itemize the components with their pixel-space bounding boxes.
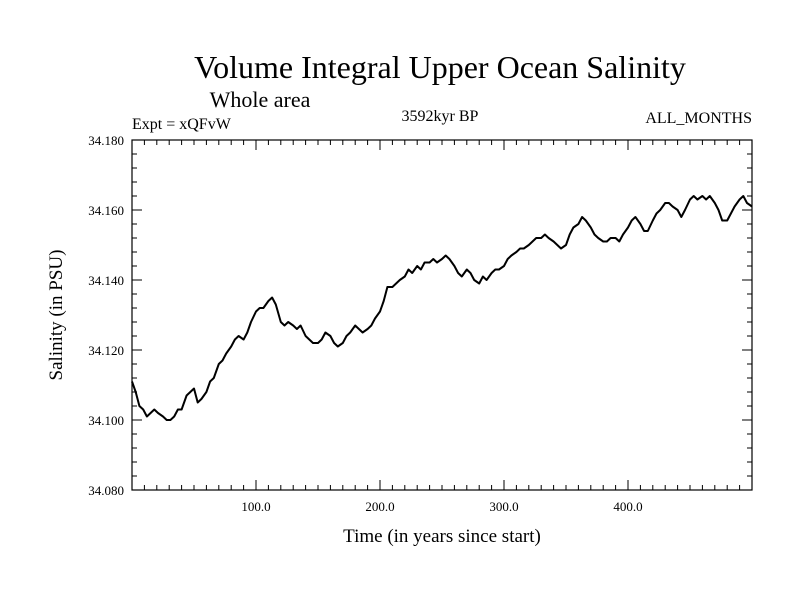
y-tick-label: 34.100 — [88, 413, 124, 428]
months-label: ALL_MONTHS — [645, 110, 752, 127]
y-tick-label: 34.080 — [88, 483, 124, 498]
x-tick-label: 100.0 — [241, 499, 270, 514]
y-axis-label: Salinity (in PSU) — [46, 250, 67, 381]
period-label: 3592kyr BP — [402, 108, 479, 125]
chart-title: Volume Integral Upper Ocean Salinity — [194, 49, 686, 85]
x-axis-label: Time (in years since start) — [343, 526, 541, 547]
y-tick-label: 34.160 — [88, 203, 124, 218]
plot-frame — [131, 139, 753, 491]
y-tick-label: 34.140 — [88, 273, 124, 288]
salinity-series-line — [131, 195, 753, 421]
y-tick-label: 34.180 — [88, 133, 124, 148]
x-tick-label: 200.0 — [365, 499, 394, 514]
x-tick-label: 300.0 — [489, 499, 518, 514]
experiment-label: Expt = xQFvW — [132, 116, 232, 133]
chart-subtitle: Whole area — [210, 87, 311, 112]
x-tick-label: 400.0 — [613, 499, 642, 514]
y-tick-label: 34.120 — [88, 343, 124, 358]
